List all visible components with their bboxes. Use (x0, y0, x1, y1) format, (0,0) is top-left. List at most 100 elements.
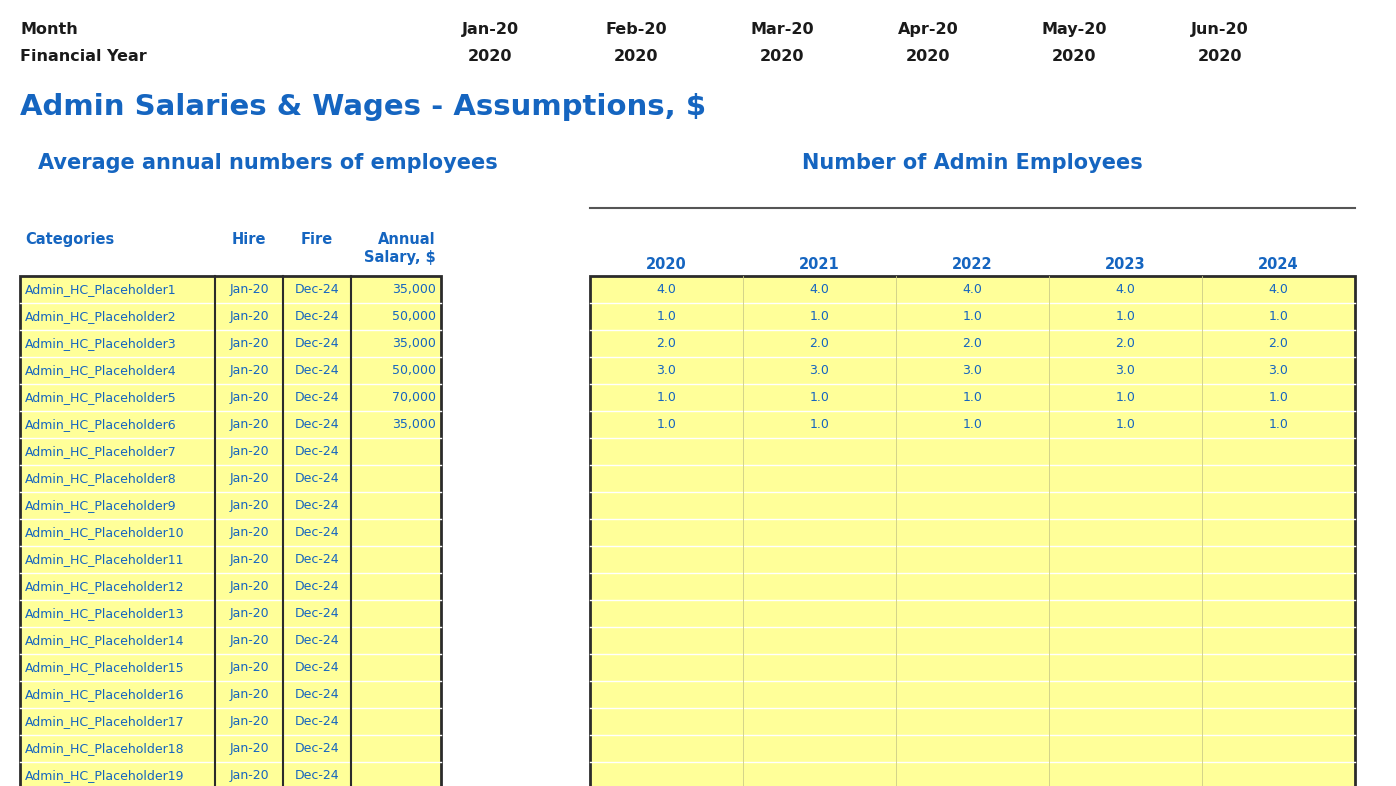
Text: Dec-24: Dec-24 (295, 499, 339, 512)
Text: 3.0: 3.0 (810, 364, 829, 376)
Text: 2020: 2020 (906, 49, 951, 64)
Text: Admin_HC_Placeholder8: Admin_HC_Placeholder8 (25, 472, 177, 485)
Text: Number of Admin Employees: Number of Admin Employees (803, 153, 1143, 173)
Text: 1.0: 1.0 (810, 310, 829, 323)
Text: Dec-24: Dec-24 (295, 418, 339, 431)
Text: 1.0: 1.0 (963, 418, 983, 431)
Text: Dec-24: Dec-24 (295, 553, 339, 566)
Text: Admin_HC_Placeholder3: Admin_HC_Placeholder3 (25, 337, 177, 350)
Text: Jan-20: Jan-20 (229, 418, 269, 431)
Text: May-20: May-20 (1041, 22, 1107, 37)
Text: 1.0: 1.0 (1269, 418, 1289, 431)
Text: 2020: 2020 (646, 257, 687, 272)
Text: Admin_HC_Placeholder11: Admin_HC_Placeholder11 (25, 553, 184, 566)
Text: 2.0: 2.0 (656, 337, 677, 350)
Text: Admin_HC_Placeholder16: Admin_HC_Placeholder16 (25, 688, 184, 701)
Text: 2.0: 2.0 (810, 337, 829, 350)
Text: Dec-24: Dec-24 (295, 661, 339, 674)
Text: 1.0: 1.0 (656, 418, 677, 431)
Text: Admin_HC_Placeholder13: Admin_HC_Placeholder13 (25, 607, 184, 620)
Text: 1.0: 1.0 (656, 391, 677, 404)
Text: 1.0: 1.0 (810, 391, 829, 404)
Text: Jan-20: Jan-20 (229, 715, 269, 728)
Text: 1.0: 1.0 (1269, 310, 1289, 323)
Text: Jan-20: Jan-20 (229, 688, 269, 701)
Text: 1.0: 1.0 (1115, 418, 1135, 431)
Text: 2020: 2020 (1051, 49, 1096, 64)
Text: Jan-20: Jan-20 (229, 769, 269, 782)
Text: Jan-20: Jan-20 (229, 499, 269, 512)
Text: Dec-24: Dec-24 (295, 715, 339, 728)
Text: 1.0: 1.0 (963, 310, 983, 323)
Text: Admin_HC_Placeholder9: Admin_HC_Placeholder9 (25, 499, 177, 512)
Text: 4.0: 4.0 (1115, 283, 1135, 296)
Text: 3.0: 3.0 (963, 364, 983, 376)
Text: Jan-20: Jan-20 (229, 580, 269, 593)
Text: Jan-20: Jan-20 (229, 607, 269, 620)
Text: 2020: 2020 (614, 49, 659, 64)
Text: 35,000: 35,000 (392, 418, 436, 431)
Text: Average annual numbers of employees: Average annual numbers of employees (38, 153, 498, 173)
Text: Jan-20: Jan-20 (229, 283, 269, 296)
Text: Jan-20: Jan-20 (229, 310, 269, 323)
Text: Dec-24: Dec-24 (295, 283, 339, 296)
Text: Jan-20: Jan-20 (229, 661, 269, 674)
Text: 1.0: 1.0 (810, 418, 829, 431)
Text: Admin_HC_Placeholder17: Admin_HC_Placeholder17 (25, 715, 184, 728)
Text: 2024: 2024 (1258, 257, 1298, 272)
Text: Dec-24: Dec-24 (295, 688, 339, 701)
Text: Admin_HC_Placeholder18: Admin_HC_Placeholder18 (25, 742, 184, 755)
Text: Dec-24: Dec-24 (295, 526, 339, 539)
Text: Jan-20: Jan-20 (229, 634, 269, 647)
Text: 4.0: 4.0 (1269, 283, 1289, 296)
Text: Dec-24: Dec-24 (295, 472, 339, 485)
Text: 2.0: 2.0 (1115, 337, 1135, 350)
Text: Dec-24: Dec-24 (295, 634, 339, 647)
Text: Annual
Salary, $: Annual Salary, $ (364, 232, 436, 266)
Text: 4.0: 4.0 (963, 283, 983, 296)
Text: Admin_HC_Placeholder14: Admin_HC_Placeholder14 (25, 634, 184, 647)
Text: 2020: 2020 (759, 49, 804, 64)
Text: Dec-24: Dec-24 (295, 391, 339, 404)
Text: 2.0: 2.0 (1269, 337, 1289, 350)
Text: Categories: Categories (25, 232, 114, 247)
Text: 3.0: 3.0 (1115, 364, 1135, 376)
Text: 1.0: 1.0 (963, 391, 983, 404)
Text: 2022: 2022 (952, 257, 993, 272)
Text: 2023: 2023 (1106, 257, 1146, 272)
Text: 2020: 2020 (468, 49, 512, 64)
Text: Admin Salaries & Wages - Assumptions, $: Admin Salaries & Wages - Assumptions, $ (20, 93, 706, 121)
Text: Admin_HC_Placeholder19: Admin_HC_Placeholder19 (25, 769, 184, 782)
Text: Dec-24: Dec-24 (295, 337, 339, 350)
Text: 35,000: 35,000 (392, 283, 436, 296)
Text: Financial Year: Financial Year (20, 49, 147, 64)
Text: Jan-20: Jan-20 (229, 553, 269, 566)
Text: Jan-20: Jan-20 (229, 472, 269, 485)
Text: Jan-20: Jan-20 (229, 391, 269, 404)
Text: 1.0: 1.0 (1115, 391, 1135, 404)
Text: Admin_HC_Placeholder4: Admin_HC_Placeholder4 (25, 364, 177, 376)
Text: 1.0: 1.0 (1115, 310, 1135, 323)
Text: Jan-20: Jan-20 (229, 445, 269, 458)
Text: Month: Month (20, 22, 78, 37)
Text: 70,000: 70,000 (392, 391, 436, 404)
Text: Dec-24: Dec-24 (295, 607, 339, 620)
Text: Jan-20: Jan-20 (229, 742, 269, 755)
Text: 3.0: 3.0 (1269, 364, 1289, 376)
Text: Dec-24: Dec-24 (295, 580, 339, 593)
Text: Admin_HC_Placeholder7: Admin_HC_Placeholder7 (25, 445, 177, 458)
Text: Admin_HC_Placeholder2: Admin_HC_Placeholder2 (25, 310, 177, 323)
Text: Jan-20: Jan-20 (229, 364, 269, 376)
Text: Admin_HC_Placeholder6: Admin_HC_Placeholder6 (25, 418, 177, 431)
Text: Jun-20: Jun-20 (1191, 22, 1249, 37)
Text: Dec-24: Dec-24 (295, 445, 339, 458)
Text: Fire: Fire (302, 232, 334, 247)
Text: Jan-20: Jan-20 (462, 22, 518, 37)
Text: 50,000: 50,000 (392, 310, 436, 323)
Text: Dec-24: Dec-24 (295, 769, 339, 782)
Text: Hire: Hire (232, 232, 267, 247)
Text: Apr-20: Apr-20 (898, 22, 959, 37)
Text: Admin_HC_Placeholder12: Admin_HC_Placeholder12 (25, 580, 184, 593)
Text: 1.0: 1.0 (656, 310, 677, 323)
Bar (20, 276, 441, 786)
